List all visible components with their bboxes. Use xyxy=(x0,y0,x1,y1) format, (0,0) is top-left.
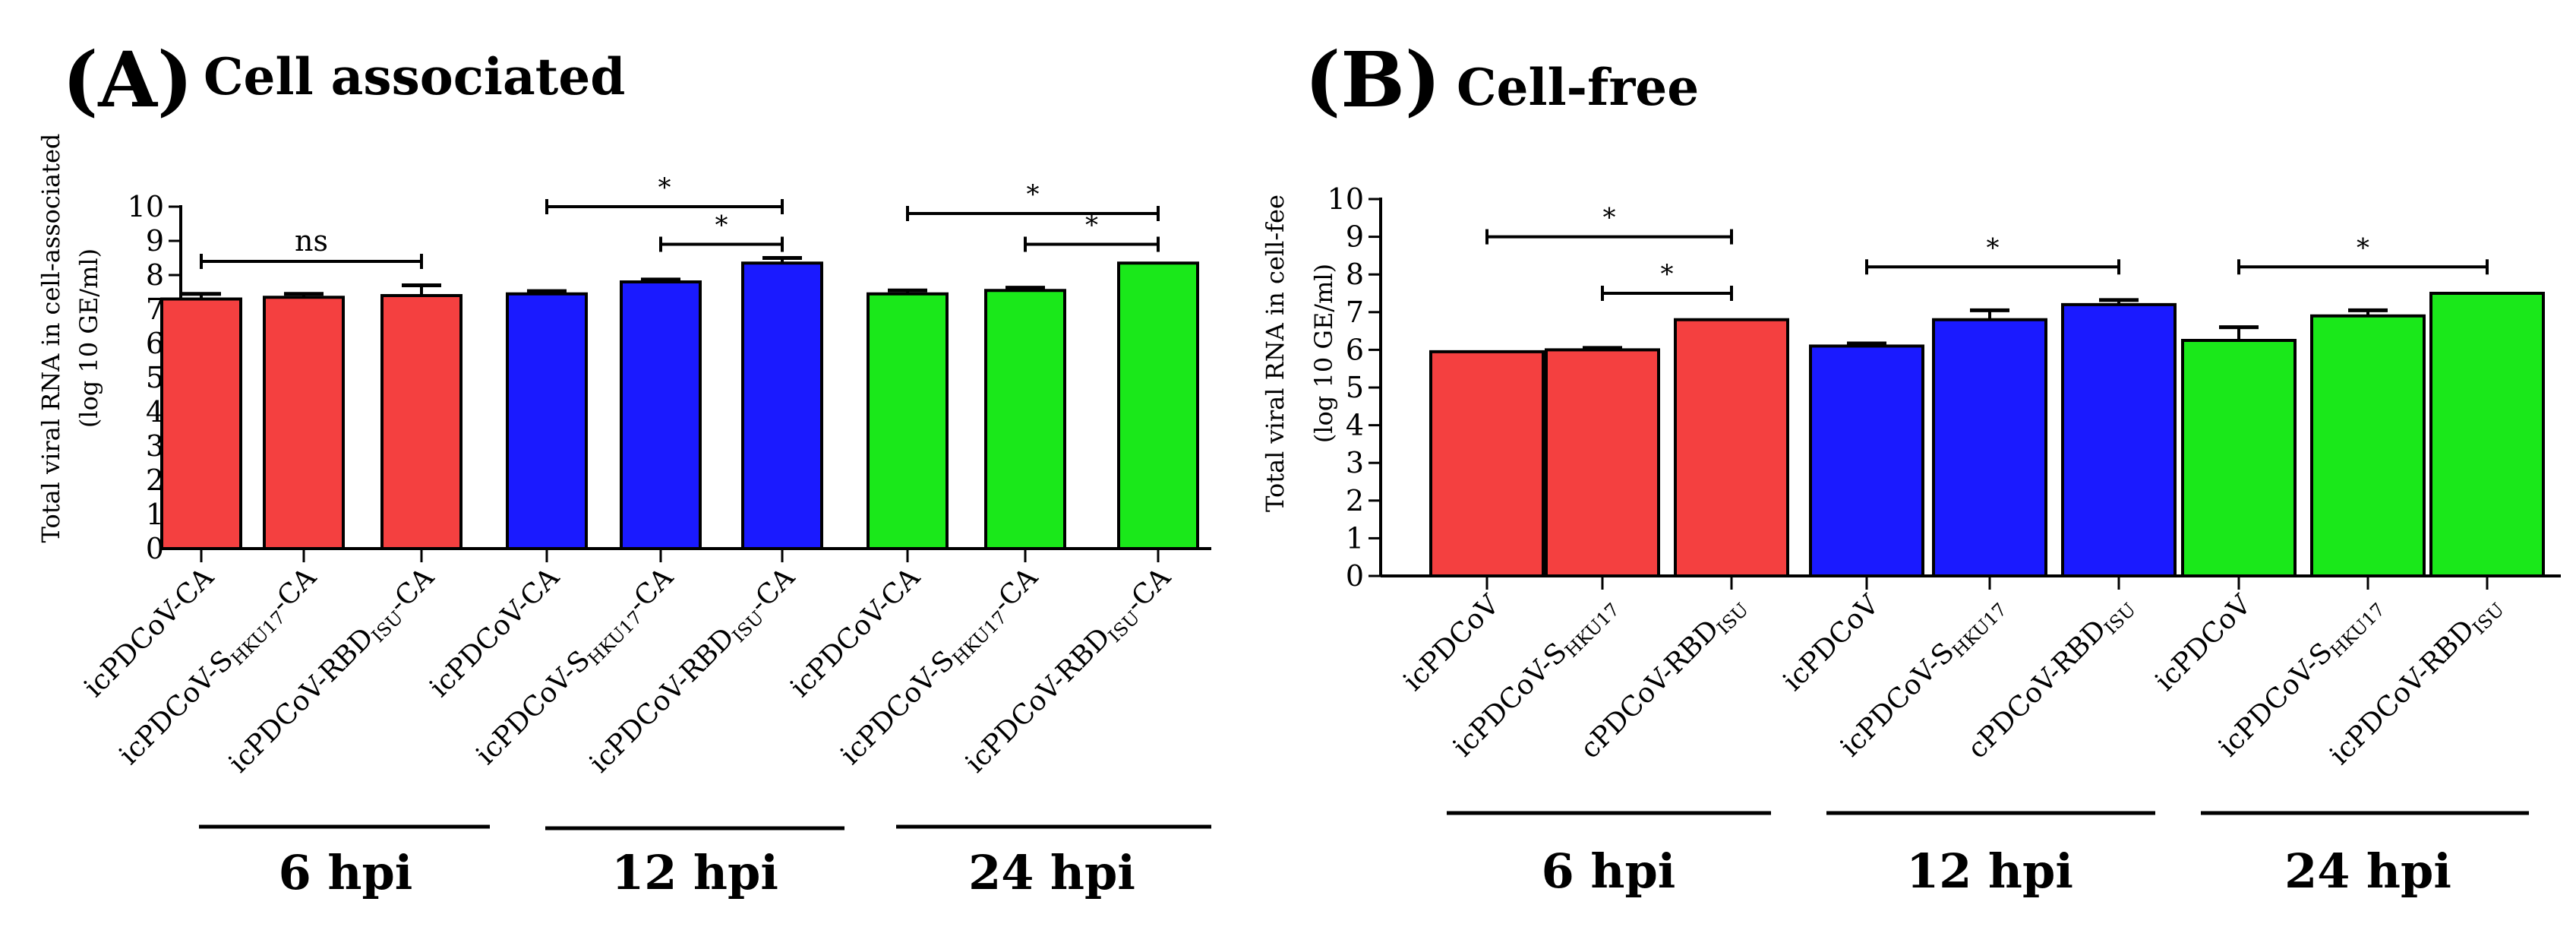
panel-a-ylabel-line2: (log 10 GE/ml) xyxy=(74,248,103,428)
group-label: 12 hpi xyxy=(611,845,778,900)
y-tick-label: 10 xyxy=(1327,182,1364,216)
significance-label: * xyxy=(2357,233,2369,263)
y-tick-label: 6 xyxy=(1346,333,1364,366)
panel-a-chart: 012345678910icPDCoV-CAicPDCoV-SHKU17-CAi… xyxy=(78,172,1211,900)
bar xyxy=(1809,344,1924,577)
x-category-label: icPDCoV-RBDISU xyxy=(2324,589,2508,774)
y-tick-label: 8 xyxy=(1346,258,1364,291)
y-tick-label: 4 xyxy=(1346,409,1364,442)
y-tick-label: 2 xyxy=(1346,484,1364,517)
y-tick-label: 9 xyxy=(1346,220,1364,254)
y-tick-label: 3 xyxy=(1346,446,1364,479)
x-category-label: icPDCoV xyxy=(1777,589,1886,698)
panel-b-title: Cell-free xyxy=(1457,58,1699,117)
significance-label: * xyxy=(1603,203,1616,233)
bar xyxy=(2181,339,2297,577)
bar xyxy=(984,289,1066,550)
panel-a-title: Cell associated xyxy=(204,47,625,106)
panel-b-letter: (B) xyxy=(1305,35,1441,125)
bar xyxy=(1429,350,1545,577)
panel-a-letter: (A) xyxy=(62,35,193,125)
bar xyxy=(867,292,949,550)
significance-label: * xyxy=(1085,210,1098,241)
x-category-label: icPDCoV xyxy=(2149,589,2258,698)
x-category-label: icPDCoV-SHKU17-CA xyxy=(470,562,682,774)
bar xyxy=(2061,302,2177,577)
y-tick-label: 9 xyxy=(146,224,164,258)
y-tick-label: 8 xyxy=(146,258,164,292)
bar xyxy=(380,294,462,550)
group-label: 24 hpi xyxy=(2284,843,2451,899)
bar xyxy=(1117,261,1199,550)
significance-label: ns xyxy=(295,224,328,258)
group-label: 24 hpi xyxy=(968,845,1135,900)
bar xyxy=(620,280,702,550)
y-tick-label: 10 xyxy=(128,190,164,223)
y-tick-label: 5 xyxy=(1346,371,1364,404)
significance-label: * xyxy=(1987,233,2000,263)
y-tick-label: 0 xyxy=(1346,559,1364,593)
bar xyxy=(1932,318,2047,577)
bar xyxy=(2429,292,2545,577)
x-category-label: icPDCoV-SHKU17-CA xyxy=(113,562,325,774)
panel-b-chart: 012345678910icPDCoVicPDCoV-SHKU17cPDCoV-… xyxy=(1327,182,2561,899)
x-category-label: icPDCoV-RBDISU-CA xyxy=(584,562,804,782)
group-label: 6 hpi xyxy=(1542,843,1676,899)
x-category-label: icPDCoV xyxy=(1397,589,1506,698)
group-label: 12 hpi xyxy=(1906,843,2073,899)
significance-label: * xyxy=(658,172,671,203)
bar xyxy=(160,297,242,550)
bar xyxy=(1545,348,1660,577)
bar xyxy=(2310,314,2426,577)
bar xyxy=(506,292,588,550)
panel-a-ylabel-line1: Total viral RNA in cell-associated xyxy=(36,134,65,543)
bar xyxy=(263,296,345,550)
panel-b-ylabel-line1: Total viral RNA in cell-fee xyxy=(1261,195,1290,512)
x-category-label: icPDCoV-RBDISU-CA xyxy=(223,562,444,782)
significance-label: * xyxy=(1661,259,1674,289)
significance-label: * xyxy=(715,210,728,241)
y-tick-label: 7 xyxy=(1346,296,1364,329)
bar xyxy=(741,261,823,550)
panel-b-ylabel-line2: (log 10 GE/ml) xyxy=(1309,264,1338,443)
group-label: 6 hpi xyxy=(279,845,413,900)
bar xyxy=(1674,318,1789,577)
y-tick-label: 1 xyxy=(1346,521,1364,555)
significance-label: * xyxy=(1027,179,1040,210)
